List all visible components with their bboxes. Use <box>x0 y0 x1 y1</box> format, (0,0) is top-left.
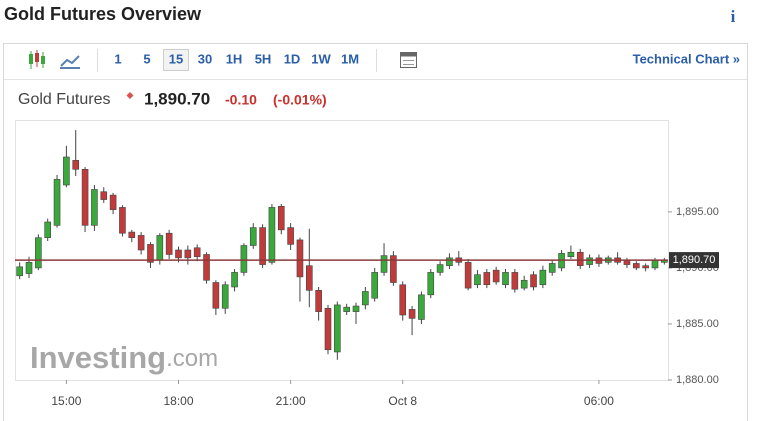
candle-body <box>203 254 210 281</box>
interval-button[interactable]: 1D <box>284 51 301 66</box>
candle-body <box>642 265 649 269</box>
interval-button[interactable]: 1 <box>114 51 121 66</box>
candle-body <box>651 259 659 269</box>
price-change: -0.10 <box>225 92 257 108</box>
candle-body <box>63 156 70 186</box>
candle-body <box>390 255 397 283</box>
candle-body <box>418 294 425 320</box>
candle-body <box>539 269 547 286</box>
interval-button[interactable]: 1M <box>341 51 359 66</box>
candle-body <box>483 272 491 286</box>
line-icon[interactable] <box>60 55 80 69</box>
candle-body <box>72 160 80 170</box>
candle-body <box>119 207 126 234</box>
candle-body <box>277 205 285 231</box>
candle-body <box>567 251 575 258</box>
interval-button[interactable]: 5H <box>255 51 272 66</box>
candle-body <box>91 189 98 226</box>
candle-body <box>399 284 407 316</box>
candle-body <box>315 290 322 312</box>
candle-body <box>287 227 294 245</box>
candle-body <box>343 306 350 312</box>
candle-body <box>576 251 584 266</box>
price-label: 1,890.70 <box>673 254 716 266</box>
candle-body <box>53 179 61 226</box>
y-tick-label: 1,895.00 <box>676 206 719 218</box>
watermark-domain: .com <box>166 345 218 372</box>
candle-icon[interactable] <box>29 50 45 69</box>
candle-body <box>35 237 42 269</box>
interval-button[interactable]: 15 <box>169 51 183 66</box>
interval-button[interactable]: 30 <box>198 51 212 66</box>
candle-body <box>16 266 23 277</box>
candle-body <box>259 227 266 265</box>
technical-chart-link[interactable]: Technical Chart » <box>633 51 740 66</box>
candle-body <box>334 304 341 353</box>
candle-body <box>109 194 117 210</box>
candle-body <box>520 279 528 289</box>
candle-body <box>184 249 192 259</box>
candle-body <box>296 239 304 278</box>
candle-body <box>100 191 108 200</box>
candle-body <box>474 274 481 286</box>
candle-body <box>380 255 388 273</box>
candle-body <box>464 262 472 289</box>
candle-body <box>175 249 182 259</box>
candle-body <box>586 257 593 265</box>
candle-body <box>81 169 89 226</box>
candle-body <box>268 207 276 263</box>
candle-body <box>408 309 416 319</box>
candle-body <box>436 264 444 273</box>
price-label-box <box>669 252 719 269</box>
candle-body <box>530 274 537 288</box>
watermark-brand: Investing <box>30 340 166 375</box>
candle-body <box>324 307 332 351</box>
candle-body <box>212 282 220 309</box>
candle-body <box>44 221 52 238</box>
instrument-name: Gold Futures <box>18 91 110 108</box>
candle-body <box>25 262 33 274</box>
candle-body <box>147 244 154 263</box>
watermark: Investing.com <box>30 340 218 375</box>
candle-body <box>362 291 369 306</box>
x-tick-label: 15:00 <box>51 394 81 408</box>
candle-body <box>632 263 640 269</box>
candle-body <box>231 272 238 288</box>
widget-title: Gold Futures Overview <box>4 4 202 24</box>
candle-body <box>511 272 519 290</box>
candle-body <box>352 305 360 312</box>
candle-body <box>427 272 435 296</box>
x-tick-label: 06:00 <box>584 394 614 408</box>
info-icon[interactable]: i <box>731 7 736 26</box>
candle-body <box>305 265 313 291</box>
candle-body <box>240 245 248 273</box>
y-tick-label: 1,885.00 <box>676 318 719 330</box>
y-tick-label: 1,880.00 <box>676 374 719 386</box>
candle-body <box>165 232 173 255</box>
candle-body <box>128 231 136 238</box>
last-price: 1,890.70 <box>144 89 210 108</box>
candle-body <box>371 272 379 299</box>
interval-button[interactable]: 1H <box>226 51 243 66</box>
interval-button[interactable]: 1W <box>311 51 331 66</box>
candle-body <box>446 257 453 266</box>
x-tick-label: Oct 8 <box>388 394 417 408</box>
candle-body <box>492 269 500 283</box>
candle-body <box>137 235 145 251</box>
candle-body <box>193 247 201 258</box>
plot-area <box>15 120 669 381</box>
candle-body <box>221 284 229 309</box>
interval-selected <box>163 49 189 71</box>
candle-body <box>249 227 257 246</box>
alert-diamond[interactable] <box>126 92 134 99</box>
x-tick-label: 21:00 <box>276 394 306 408</box>
calendar-icon[interactable] <box>400 52 417 68</box>
candle-body <box>156 235 164 261</box>
x-tick-label: 18:00 <box>163 394 193 408</box>
price-change-percent: (-0.01%) <box>273 92 327 108</box>
candle-body <box>502 272 509 286</box>
candle-body <box>548 263 556 273</box>
interval-button[interactable]: 5 <box>143 51 150 66</box>
